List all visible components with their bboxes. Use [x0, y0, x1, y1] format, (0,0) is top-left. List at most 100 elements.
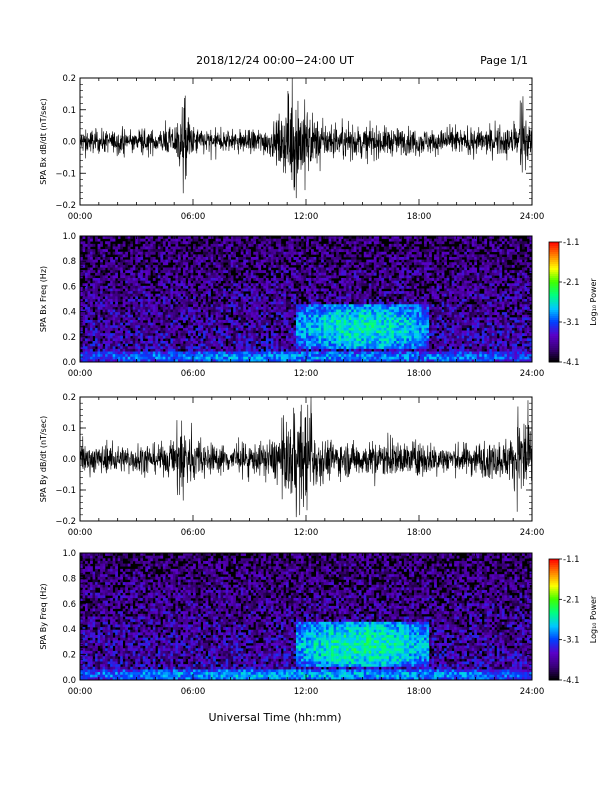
heatmap-cell [388, 343, 392, 347]
heatmap-cell [383, 341, 387, 344]
heatmap-cell [255, 251, 259, 255]
heatmap-cell [162, 354, 166, 358]
heatmap-cell [348, 254, 352, 258]
heatmap-cell [82, 356, 86, 360]
heatmap-cell [313, 343, 317, 347]
heatmap-cell [152, 341, 156, 344]
heatmap-cell [130, 325, 134, 329]
heatmap-cell [135, 238, 139, 242]
heatmap-cell [253, 236, 257, 239]
heatmap-cell [255, 348, 259, 352]
heatmap-cell [115, 341, 118, 344]
heatmap-cell [333, 249, 337, 253]
heatmap-cell [376, 341, 380, 344]
heatmap-cell [167, 267, 171, 271]
heatmap-cell [200, 348, 204, 352]
heatmap-cell [361, 299, 365, 302]
heatmap-cell [383, 359, 387, 363]
heatmap-cell [341, 243, 344, 247]
heatmap-cell [378, 306, 382, 310]
heatmap-cell [235, 293, 239, 297]
heatmap-cell [142, 278, 146, 281]
heatmap-cell [250, 304, 254, 308]
heatmap-cell [393, 299, 397, 302]
heatmap-cell [152, 299, 156, 302]
heatmap-cell [248, 327, 252, 331]
heatmap-cell [80, 238, 83, 242]
heatmap-cell [87, 249, 91, 253]
heatmap-cell [160, 304, 164, 308]
heatmap-cell [313, 236, 317, 239]
heatmap-cell [190, 257, 194, 260]
heatmap-cell [316, 320, 319, 323]
heatmap-cell [245, 285, 249, 289]
heatmap-cell [220, 314, 224, 318]
heatmap-cell [353, 338, 357, 342]
heatmap-cell [195, 320, 199, 323]
heatmap-cell [172, 322, 176, 326]
heatmap-cell [250, 330, 254, 334]
heatmap-cell [265, 291, 269, 295]
heatmap-cell [293, 270, 297, 274]
heatmap-cell [142, 259, 146, 263]
heatmap-cell [358, 238, 362, 242]
heatmap-cell [396, 288, 400, 292]
heatmap-cell [165, 285, 169, 289]
heatmap-cell [218, 346, 221, 350]
heatmap-cell [120, 293, 123, 297]
heatmap-cell [140, 288, 144, 292]
heatmap-cell [190, 343, 194, 347]
heatmap-cell [240, 338, 244, 342]
heatmap-cell [288, 257, 292, 260]
y-tick-label: 0.2 [62, 74, 76, 84]
heatmap-cell [80, 309, 83, 313]
heatmap-cell [383, 291, 387, 295]
heatmap-cell [220, 351, 224, 355]
heatmap-cell [240, 346, 244, 350]
heatmap-cell [125, 285, 129, 289]
heatmap-cell [157, 309, 161, 313]
heatmap-cell [147, 291, 151, 295]
heatmap-cell [356, 306, 360, 310]
heatmap-cell [150, 327, 154, 331]
heatmap-cell [87, 309, 91, 313]
heatmap-cell [293, 359, 297, 363]
heatmap-cell [290, 251, 294, 255]
heatmap-cell [165, 338, 169, 342]
heatmap-cell [250, 341, 254, 344]
heatmap-cell [268, 293, 272, 297]
heatmap-cell [323, 354, 327, 358]
heatmap-cell [273, 254, 277, 258]
heatmap-cell [358, 333, 362, 337]
heatmap-cell [230, 285, 234, 289]
heatmap-cell [295, 275, 299, 279]
heatmap-cell [278, 320, 282, 323]
heatmap-cell [218, 275, 221, 279]
heatmap-cell [348, 341, 352, 344]
heatmap-cell [248, 288, 252, 292]
heatmap-cell [263, 299, 267, 302]
heatmap-cell [328, 312, 332, 316]
heatmap-cell [235, 241, 239, 245]
heatmap-cell [175, 283, 179, 287]
heatmap-cell [300, 243, 304, 247]
heatmap-cell [97, 243, 101, 247]
heatmap-cell [127, 356, 131, 360]
heatmap-cell [318, 275, 322, 279]
heatmap-cell [213, 272, 216, 276]
heatmap-cell [376, 249, 380, 253]
heatmap-cell [351, 335, 355, 339]
heatmap-cell [313, 335, 317, 339]
heatmap-cell [328, 354, 332, 358]
heatmap-cell [180, 296, 184, 300]
heatmap-cell [87, 270, 91, 274]
heatmap-cell [341, 283, 344, 287]
heatmap-cell [343, 354, 347, 358]
heatmap-cell [147, 330, 151, 334]
heatmap-cell [353, 259, 357, 263]
heatmap-cell [318, 288, 322, 292]
heatmap-cell [187, 312, 191, 316]
heatmap-cell [132, 272, 136, 276]
heatmap-cell [145, 251, 149, 255]
heatmap-cell [275, 270, 279, 274]
